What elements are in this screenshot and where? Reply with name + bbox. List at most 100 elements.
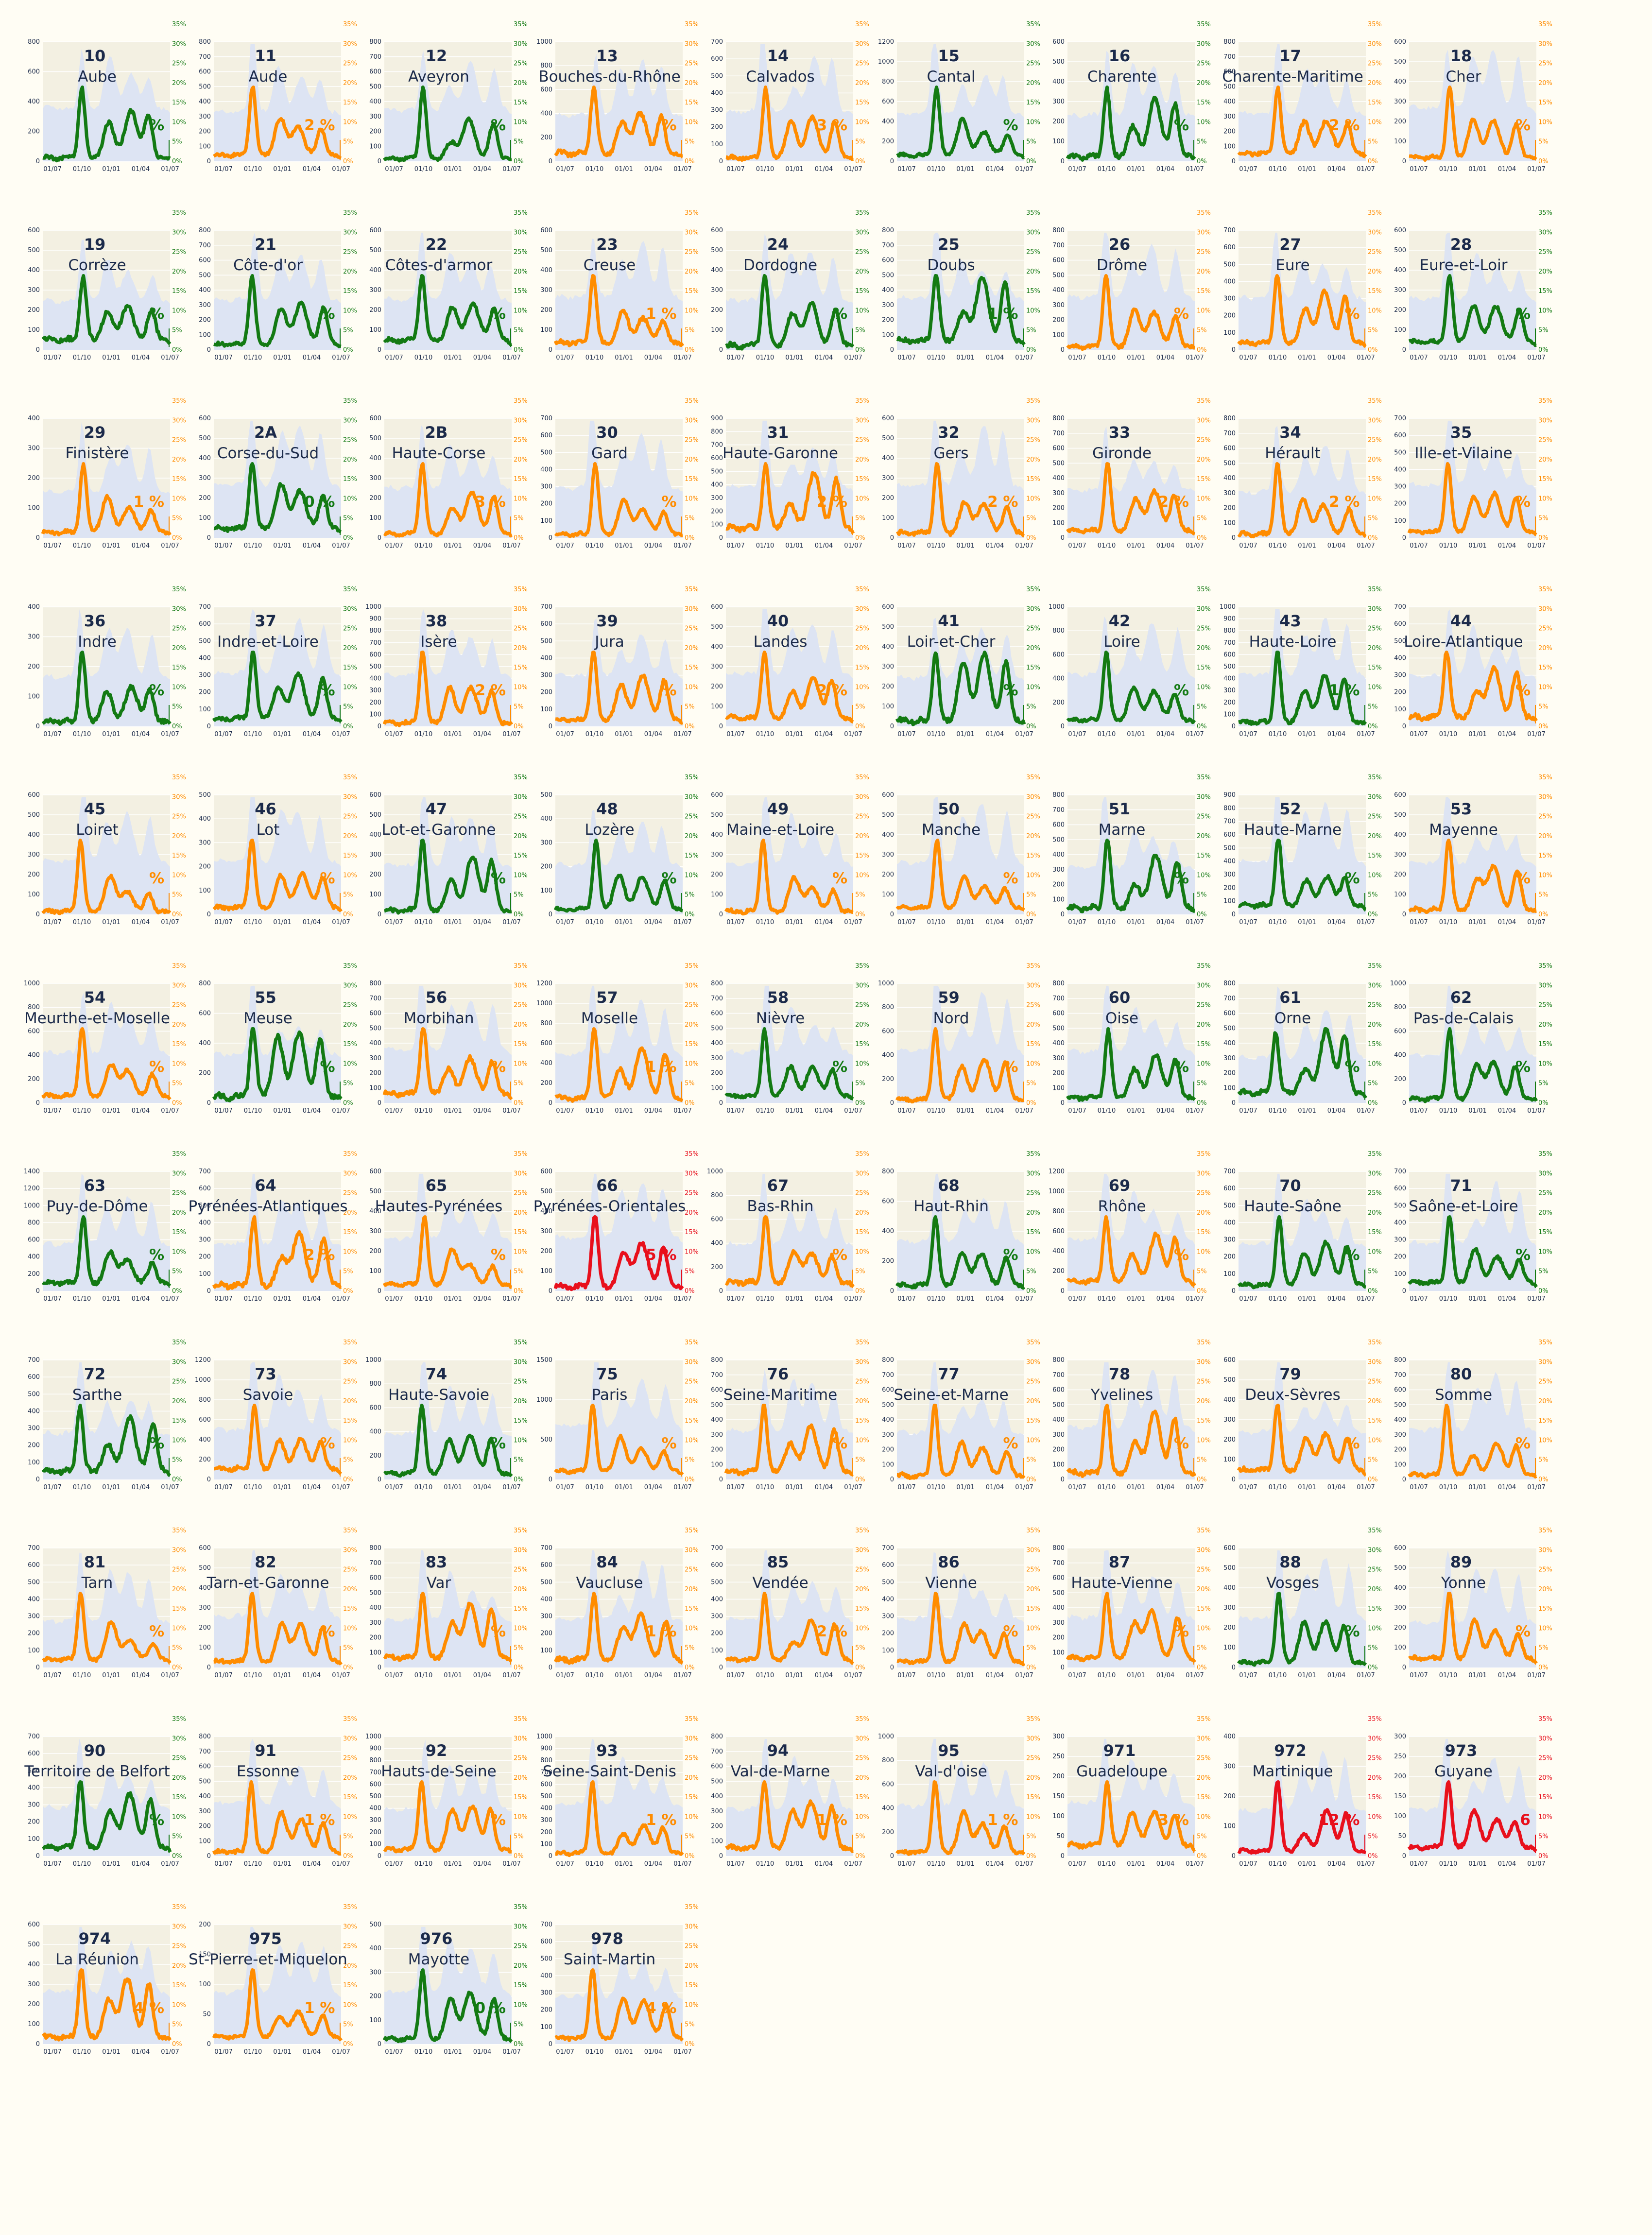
x-tick-label: 01/10 [414,166,432,173]
right-tick-label: 10% [514,1813,528,1821]
y-tick-label: 1000 [365,603,381,611]
line-series-81 [42,1592,172,1664]
right-tick-label: 5% [1368,515,1378,522]
x-tick-label: 01/07 [502,1860,520,1868]
line-series-11 [212,86,342,160]
right-tick-label: 0% [1026,1476,1036,1483]
x-tick-label: 01/10 [73,1107,91,1115]
y-tick-label: 0 [206,1476,210,1483]
y-tick-label: 400 [1223,1219,1236,1226]
y-tick-label: 300 [540,1613,552,1620]
right-tick-label: 0% [1538,158,1549,165]
y-tick-label: 300 [1394,1733,1406,1740]
right-tick-label: 10% [172,495,186,502]
area-series-73 [213,1362,341,1479]
x-tick-label: 01/10 [414,1107,432,1115]
y-tick-label: 500 [540,449,552,456]
x-tick-label: 01/10 [585,1860,603,1868]
y-tick-label: 600 [199,1010,211,1017]
panel-13: 0 200 400 600 800 1000 0% 5% 10% 15% 20% 25% 30% 35% 0… [522,19,698,208]
y-tick-label: 600 [1394,1386,1406,1393]
right-tick-label: 20% [685,1962,699,1970]
right-tick-label: 0% [343,1476,353,1483]
right-tick-label: 0% [343,1100,353,1107]
x-tick-label: 01/04 [1156,1107,1174,1115]
department-code: 13 [596,47,618,65]
x-tick-label: 01/04 [985,1295,1003,1303]
x-tick-label: 01/07 [556,354,574,361]
department-name: Martinique [1252,1762,1333,1780]
y-tick-label: 400 [199,815,211,823]
x-tick-label: 01/10 [585,354,603,361]
x-tick-label: 01/07 [1068,1860,1086,1868]
right-tick-label: 20% [1026,268,1040,275]
area-series-64 [213,1173,341,1291]
y-tick-label: 100 [199,887,211,894]
latest-value-label: % [661,117,677,134]
y-tick-label: 500 [1223,663,1236,670]
y-tick-label: 500 [369,1589,381,1597]
x-tick-label: 01/10 [756,1860,774,1868]
y-tick-label: 200 [369,699,381,706]
right-tick-label: 35% [1538,209,1552,217]
x-tick-label: 01/10 [73,1860,91,1868]
x-tick-label: 01/07 [214,1295,232,1303]
y-tick-label: 600 [369,651,381,658]
x-tick-label: 01/10 [1268,731,1286,738]
department-name: St-Pierre-et-Miquelon [189,1951,347,1968]
x-tick-label: 01/07 [332,166,350,173]
department-name: Haute-Loire [1249,633,1337,651]
y-tick-label: 200 [199,1069,211,1077]
right-tick-label: 15% [1197,664,1211,671]
y-tick-label: 200 [1052,316,1065,324]
x-tick-label: 01/04 [1327,1107,1345,1115]
line-series-25 [896,274,1026,345]
area-series-976 [384,1926,512,2044]
department-name: Orne [1274,1009,1311,1027]
y-tick-label: 0 [36,2041,40,2048]
panel-40: 0 100 200 300 400 500 600 0% 5% 10% 15% 20% 25% 30% 35… [693,585,869,773]
x-tick-label: 01/07 [1527,166,1545,173]
department-name: Eure [1275,256,1310,274]
x-tick-label: 01/07 [897,919,915,926]
x-tick-label: 01/10 [1439,731,1457,738]
right-tick-label: 5% [685,138,695,146]
x-tick-label: 01/07 [844,919,862,926]
right-tick-label: 10% [1538,684,1552,691]
right-tick-label: 0% [685,534,695,542]
y-tick-label: 500 [369,435,381,442]
department-name: Vendée [752,1574,809,1592]
x-tick-label: 01/07 [385,731,403,738]
x-tick-label: 01/10 [756,1484,774,1491]
line-series-971 [1067,1780,1196,1852]
y-tick-label: 0 [1061,534,1065,542]
line-series-24 [725,274,855,351]
y-tick-label: 400 [369,1040,381,1047]
chart-971: 0501001502002503000%5%10%15%20%25%30%35%… [1052,1716,1211,1868]
x-tick-label: 01/07 [556,1860,574,1868]
department-code: 85 [767,1553,789,1571]
right-tick-label: 10% [343,1625,357,1632]
latest-value-label: % [1515,1434,1531,1452]
y-tick-label: 100 [28,505,40,512]
y-tick-label: 800 [28,1219,40,1226]
chart-86: 01002003004005006007000%5%10%15%20%25%30… [882,1527,1040,1679]
x-tick-label: 01/10 [927,542,945,550]
x-tick-label: 01/04 [1498,542,1516,550]
y-tick-label: 500 [199,435,211,442]
x-tick-label: 01/07 [1239,354,1257,361]
department-name: Bas-Rhin [747,1198,814,1215]
y-tick-label: 400 [28,1408,40,1415]
panel-30: 0 100 200 300 400 500 600 700 0% 5% 10% 15% 20% 25% 30… [522,396,699,585]
y-tick-label: 400 [540,466,552,473]
y-tick-label: 300 [199,1604,211,1612]
right-tick-label: 10% [1538,495,1552,502]
department-code: 73 [255,1364,276,1383]
right-tick-label: 15% [172,1794,186,1801]
y-tick-label: 500 [540,1188,552,1195]
area-series-24 [726,233,853,350]
y-tick-label: 300 [1223,490,1236,497]
x-tick-label: 01/01 [102,1860,120,1868]
y-tick-label: 500 [1394,449,1406,456]
x-tick-label: 01/10 [927,919,945,926]
